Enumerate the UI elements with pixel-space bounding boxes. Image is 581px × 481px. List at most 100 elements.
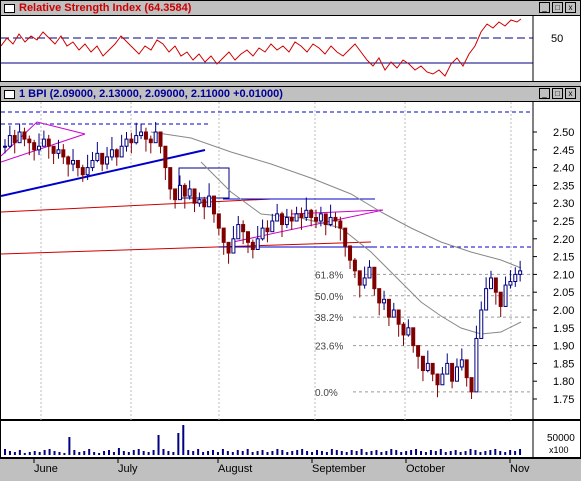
price-bar-body bbox=[66, 156, 71, 165]
month-label: July bbox=[118, 463, 138, 475]
price-bar-body bbox=[488, 277, 493, 290]
price-bar-body bbox=[406, 327, 411, 336]
month-gridlines bbox=[40, 102, 512, 420]
price-bar-body bbox=[450, 362, 455, 382]
price-bar-body bbox=[323, 213, 328, 226]
price-bar-body bbox=[508, 281, 513, 286]
price-bar-body bbox=[435, 373, 440, 386]
price-bar-body bbox=[158, 131, 163, 147]
price-bar-body bbox=[294, 213, 299, 222]
y-tick-label: 1.80 bbox=[553, 376, 574, 388]
price-bar-body bbox=[129, 138, 134, 144]
price-bar-body bbox=[80, 167, 85, 176]
y-tick-label: 2.20 bbox=[553, 234, 574, 246]
price-bar-body bbox=[163, 145, 168, 169]
price-bar-body bbox=[255, 238, 260, 250]
price-bar-body bbox=[192, 188, 197, 204]
price-bar-body bbox=[51, 145, 56, 154]
price-bar-body bbox=[22, 131, 27, 140]
price-bar-body bbox=[124, 138, 129, 147]
price-bar-body bbox=[280, 213, 285, 226]
y-tick-label: 1.75 bbox=[553, 394, 574, 406]
price-bar-body bbox=[260, 227, 265, 240]
price-bar-body bbox=[474, 337, 479, 393]
price-bar-body bbox=[289, 216, 294, 222]
rsi-axis-label: 50 bbox=[551, 33, 563, 45]
price-bar-body bbox=[430, 362, 435, 375]
rsi-line bbox=[1, 18, 522, 77]
price-bar-body bbox=[221, 227, 226, 243]
price-bar-body bbox=[469, 377, 474, 393]
close-button[interactable]: x bbox=[565, 88, 576, 99]
price-bar-body bbox=[362, 277, 367, 286]
price-bars bbox=[3, 122, 523, 399]
price-bar-body bbox=[41, 138, 46, 147]
price-bar-body bbox=[386, 298, 391, 318]
y-tick-label: 2.30 bbox=[553, 198, 574, 210]
moving-average-short bbox=[200, 161, 522, 335]
y-tick-label: 1.85 bbox=[553, 358, 574, 370]
fib-label: 0.0% bbox=[315, 388, 338, 399]
magenta-triangle bbox=[1, 121, 86, 157]
price-bar-body bbox=[211, 195, 216, 215]
panel-menu-icon[interactable] bbox=[4, 4, 15, 13]
magenta-triangle bbox=[232, 209, 384, 243]
price-bar-body bbox=[168, 167, 173, 190]
price-bar-body bbox=[114, 149, 119, 158]
price-bar-body bbox=[216, 213, 221, 229]
close-button[interactable]: x bbox=[565, 2, 576, 13]
price-bar-body bbox=[440, 373, 445, 386]
price-bar-body bbox=[37, 145, 42, 151]
price-bar-body bbox=[17, 131, 22, 144]
volume-bars bbox=[4, 425, 522, 455]
price-bar-body bbox=[503, 284, 508, 307]
moving-average-long bbox=[150, 131, 522, 269]
price-bar-body bbox=[425, 362, 430, 372]
price-bar-body bbox=[318, 213, 323, 222]
x-axis: June July August September October Nov bbox=[0, 458, 581, 476]
price-bar-body bbox=[464, 359, 469, 379]
magenta-triangle bbox=[1, 133, 86, 163]
price-bar-body bbox=[139, 131, 144, 137]
price-bar-body bbox=[109, 149, 114, 158]
panel-menu-icon[interactable] bbox=[4, 90, 15, 99]
price-bar-body bbox=[420, 355, 425, 372]
month-labels: June July August September October Nov bbox=[33, 459, 530, 475]
price-bar-body bbox=[231, 238, 236, 254]
price-bar-body bbox=[187, 188, 192, 197]
maximize-button[interactable]: □ bbox=[552, 88, 563, 99]
price-bar-body bbox=[143, 131, 148, 140]
price-bar-body bbox=[173, 188, 178, 201]
price-bar-body bbox=[372, 266, 377, 290]
price-bar-body bbox=[75, 159, 80, 169]
y-tick-label: 2.25 bbox=[553, 216, 574, 228]
price-bar-body bbox=[493, 277, 498, 293]
price-bar-body bbox=[333, 216, 338, 222]
price-bar-body bbox=[177, 184, 182, 201]
price-bar-body bbox=[197, 199, 202, 204]
y-tick-label: 2.35 bbox=[553, 180, 574, 192]
price-bar-body bbox=[265, 227, 270, 233]
maximize-button[interactable]: □ bbox=[552, 2, 563, 13]
y-tick-label: 1.95 bbox=[553, 323, 574, 335]
price-bar-body bbox=[445, 362, 450, 375]
price-title: 1 BPI (2.09000, 2.13000, 2.09000, 2.1100… bbox=[19, 88, 283, 100]
price-bar-body bbox=[411, 327, 416, 347]
price-bar-body bbox=[46, 138, 51, 147]
price-bar-body bbox=[479, 309, 484, 339]
volume-chart: 50000 x100 bbox=[4, 421, 575, 457]
price-bar-body bbox=[338, 220, 343, 229]
price-bar-body bbox=[56, 149, 61, 154]
price-bar-body bbox=[416, 345, 421, 357]
month-label: August bbox=[218, 463, 252, 475]
price-bar-body bbox=[314, 216, 319, 222]
price-bar-body bbox=[90, 159, 95, 169]
minimize-button[interactable]: _ bbox=[539, 2, 550, 13]
minimize-button[interactable]: _ bbox=[539, 88, 550, 99]
volume-multiplier: x100 bbox=[549, 445, 569, 455]
rsi-title: Relative Strength Index (64.3584) bbox=[19, 2, 192, 14]
price-bar-body bbox=[352, 259, 357, 272]
fib-label: 50.0% bbox=[315, 292, 343, 303]
price-bar-body bbox=[328, 216, 333, 226]
price-bar-body bbox=[498, 291, 503, 307]
